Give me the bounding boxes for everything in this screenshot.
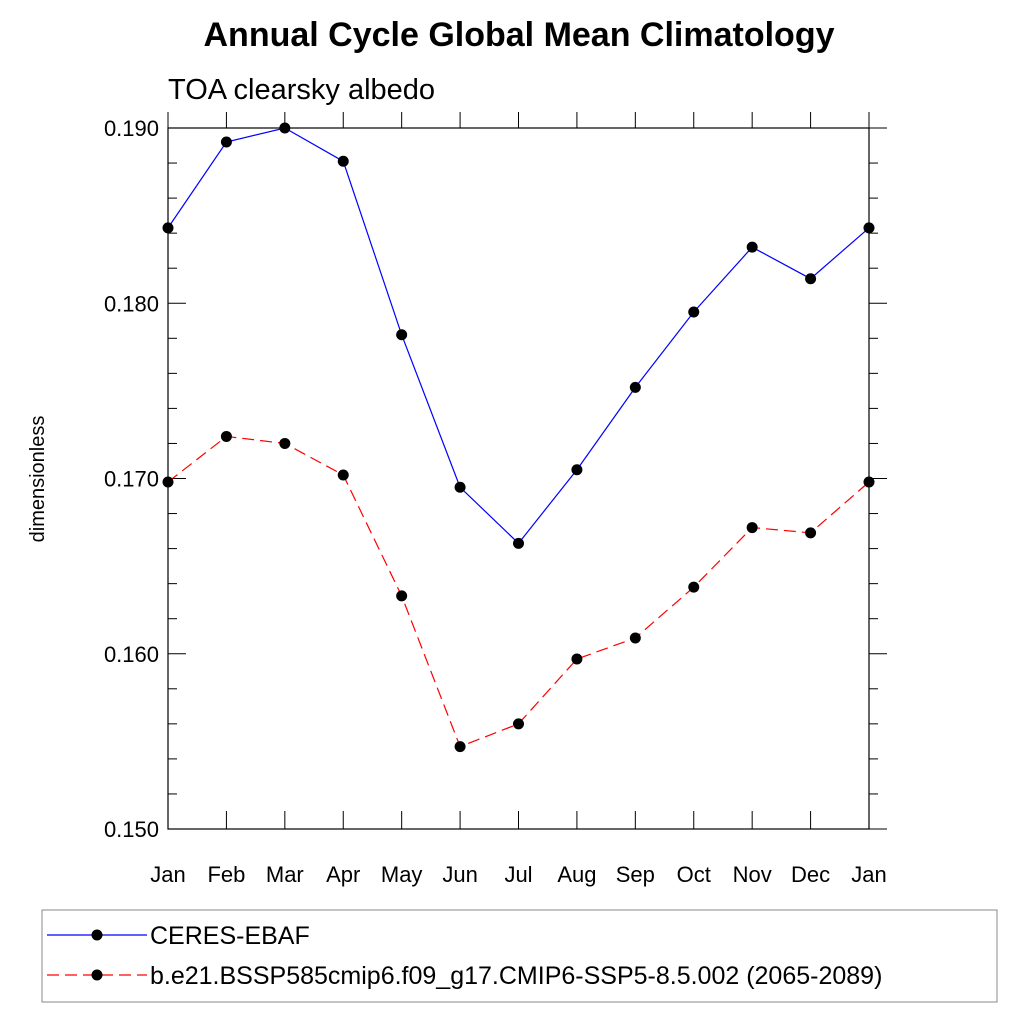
x-tick-label: Apr xyxy=(326,862,360,887)
legend-marker xyxy=(91,969,103,981)
x-tick-label: Mar xyxy=(266,862,304,887)
data-point xyxy=(513,537,524,549)
data-point xyxy=(337,155,349,167)
data-point xyxy=(746,522,758,534)
data-point xyxy=(688,306,700,318)
data-point xyxy=(571,464,583,476)
y-tick-label: 0.150 xyxy=(104,817,159,842)
legend-items: CERES-EBAF b.e21.BSSP585cmip6.f09_g17.CMI… xyxy=(47,922,882,990)
data-point xyxy=(220,430,232,442)
chart-subtitle: TOA clearsky albedo xyxy=(168,74,435,106)
data-point xyxy=(279,437,291,449)
data-point xyxy=(454,481,466,493)
data-point xyxy=(454,741,466,753)
data-point xyxy=(863,222,875,234)
data-point xyxy=(513,718,524,730)
y-tick-label: 0.170 xyxy=(104,467,159,492)
data-point xyxy=(337,469,349,481)
y-tick-label: 0.160 xyxy=(104,642,159,667)
legend-label: CERES-EBAF xyxy=(150,922,310,950)
series-line xyxy=(167,435,870,748)
y-tick-label: 0.180 xyxy=(104,291,159,316)
legend-label: b.e21.BSSP585cmip6.f09_g17.CMIP6-SSP5-8.… xyxy=(150,962,882,990)
legend-marker xyxy=(91,929,103,941)
chart-title: Annual Cycle Global Mean Climatology xyxy=(204,16,835,54)
data-point xyxy=(162,476,174,488)
x-tick-label: Oct xyxy=(677,862,711,887)
data-point xyxy=(220,136,232,148)
series-line xyxy=(167,127,870,545)
x-tick-label: Sep xyxy=(616,862,655,887)
data-point xyxy=(396,590,408,602)
data-point xyxy=(162,222,174,234)
series-0 xyxy=(162,122,875,549)
data-point xyxy=(863,476,875,488)
series-1 xyxy=(162,430,875,753)
x-tick-label: May xyxy=(381,862,423,887)
x-tick-label: Jan xyxy=(150,862,185,887)
data-point xyxy=(746,241,758,253)
data-point xyxy=(688,581,700,593)
x-tick-label: Jun xyxy=(442,862,477,887)
x-tick-label: Dec xyxy=(791,862,830,887)
y-axis-label: dimensionless xyxy=(27,416,49,543)
legend-box xyxy=(41,909,998,1003)
data-point xyxy=(629,632,641,644)
data-point xyxy=(279,122,291,134)
data-point xyxy=(805,527,817,539)
x-axis-ticks: Jan Feb Mar Apr May Jun Jul Aug Sep Oct Nov Dec Jan xyxy=(150,112,887,887)
x-tick-label: Jul xyxy=(504,862,532,887)
x-tick-label: Jan xyxy=(851,862,886,887)
series-layer xyxy=(162,122,875,753)
legend: CERES-EBAF b.e21.BSSP585cmip6.f09_g17.CMI… xyxy=(41,909,998,1003)
x-tick-label: Feb xyxy=(207,862,245,887)
data-point xyxy=(805,273,817,285)
x-tick-label: Nov xyxy=(733,862,772,887)
data-point xyxy=(396,329,408,341)
y-tick-label: 0.190 xyxy=(104,116,159,141)
y-axis-ticks: 0.150 0.160 0.170 0.180 0.190 xyxy=(104,116,887,842)
data-point xyxy=(629,381,641,393)
x-tick-label: Aug xyxy=(557,862,596,887)
data-point xyxy=(571,653,583,665)
